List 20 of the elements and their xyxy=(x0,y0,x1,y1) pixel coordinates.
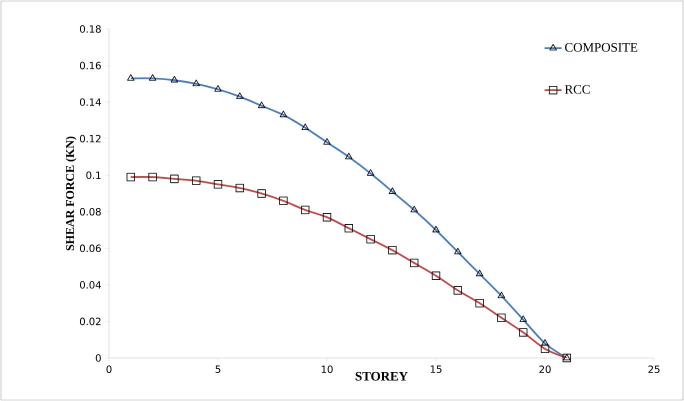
y-axis-title: SHEAR FORCE (KN) xyxy=(66,136,76,250)
x-tick-label: 5 xyxy=(216,366,220,373)
y-tick-label: 0.06 xyxy=(80,244,101,252)
x-tick-label: 0 xyxy=(106,366,112,374)
y-tick-label: 0.02 xyxy=(80,318,100,326)
x-tick-label: 20 xyxy=(539,366,551,374)
legend-label: RCC xyxy=(564,85,590,94)
y-tick-label: 0.1 xyxy=(86,171,101,179)
y-tick-label: 0.04 xyxy=(80,281,101,289)
x-tick-label: 10 xyxy=(322,366,333,374)
y-tick-label: 0.12 xyxy=(80,134,100,142)
x-axis-title: STOREY xyxy=(356,372,408,381)
y-tick-label: 0 xyxy=(96,354,101,362)
legend-label: COMPOSITE xyxy=(565,43,638,52)
x-tick-label: 25 xyxy=(648,366,660,374)
x-tick-label: 15 xyxy=(430,366,442,373)
y-tick-label: 0.16 xyxy=(80,62,101,70)
y-tick-label: 0.18 xyxy=(80,25,101,33)
y-tick-label: 0.08 xyxy=(80,208,101,216)
y-tick-label: 0.14 xyxy=(80,98,101,106)
